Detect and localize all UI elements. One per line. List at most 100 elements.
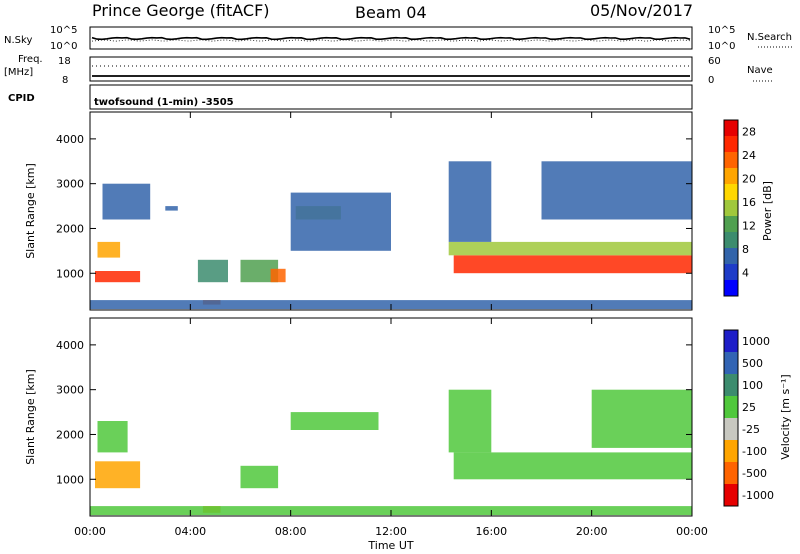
freq-panel bbox=[89, 56, 693, 82]
power-colorbar-segment bbox=[724, 184, 738, 201]
velocity-ytick-label: 3000 bbox=[56, 384, 84, 397]
power-ytick-label: 3000 bbox=[56, 178, 84, 191]
nsky-trace bbox=[91, 36, 691, 41]
velocity-colorbar-segment bbox=[724, 484, 738, 507]
power-colorbar-tick: 28 bbox=[742, 126, 756, 139]
freq-label-line2: [MHz] bbox=[4, 67, 33, 78]
power-colorbar-tick: 16 bbox=[742, 196, 756, 209]
cpid-label: CPID bbox=[8, 93, 35, 104]
nsearch-tick-bottom: 10^0 bbox=[708, 41, 735, 52]
power-region bbox=[165, 206, 178, 211]
cpid-panel bbox=[89, 84, 693, 110]
velocity-ytick-label: 1000 bbox=[56, 473, 84, 486]
x-tick-label: 08:00 bbox=[275, 525, 307, 538]
velocity-colorbar-tick: -25 bbox=[742, 423, 760, 436]
power-colorbar-segment bbox=[724, 248, 738, 265]
power-colorbar-tick: 24 bbox=[742, 149, 756, 162]
nsky-tick-top: 10^5 bbox=[50, 25, 77, 36]
velocity-colorbar-segment bbox=[724, 374, 738, 397]
nsky-tick-bottom: 10^0 bbox=[50, 41, 77, 52]
power-colorbar-tick: 4 bbox=[742, 267, 749, 280]
freq-tick-bottom: 8 bbox=[62, 75, 68, 86]
velocity-colorbar-segment bbox=[724, 330, 738, 353]
power-region bbox=[95, 271, 141, 283]
power-colorbar-segment bbox=[724, 280, 738, 297]
velocity-colorbar-segment bbox=[724, 352, 738, 375]
velocity-colorbar-tick: -1000 bbox=[742, 489, 774, 502]
power-colorbar-segment bbox=[724, 136, 738, 153]
velocity-region bbox=[448, 389, 492, 453]
power-colorbar-segment bbox=[724, 264, 738, 281]
nsearch-label: N.Search bbox=[747, 32, 792, 43]
power-colorbar-label: Power [dB] bbox=[761, 181, 774, 241]
velocity-colorbar-segment bbox=[724, 418, 738, 441]
velocity-colorbar-tick: 500 bbox=[742, 357, 763, 370]
x-tick-label: 16:00 bbox=[475, 525, 507, 538]
freq-tick-top: 18 bbox=[58, 56, 71, 67]
power-colorbar-segment bbox=[724, 120, 738, 137]
velocity-region bbox=[97, 421, 128, 453]
power-ytick-label: 2000 bbox=[56, 222, 84, 235]
velocity-colorbar-tick: 100 bbox=[742, 379, 763, 392]
velocity-colorbar-segment bbox=[724, 440, 738, 463]
power-colorbar-frame bbox=[723, 119, 739, 297]
power-colorbar-segment bbox=[724, 168, 738, 185]
velocity-colorbar-segment bbox=[724, 396, 738, 419]
velocity-region bbox=[591, 389, 692, 448]
velocity-colorbar-tick: -500 bbox=[742, 467, 767, 480]
power-region bbox=[240, 259, 279, 283]
power-region bbox=[102, 183, 151, 220]
power-ytick-label: 4000 bbox=[56, 133, 84, 146]
power-colorbar-segment bbox=[724, 216, 738, 233]
cpid-text: twofsound (1-min) -3505 bbox=[94, 97, 234, 108]
x-tick-label: 00:00 bbox=[74, 525, 106, 538]
power-region bbox=[453, 255, 692, 274]
power-colorbar-segment bbox=[724, 152, 738, 169]
velocity-ytick-label: 4000 bbox=[56, 339, 84, 352]
power-region bbox=[290, 192, 391, 251]
power-colorbar-tick: 20 bbox=[742, 173, 756, 186]
date-title: 05/Nov/2017 bbox=[590, 1, 693, 20]
nave-tick-top: 60 bbox=[708, 56, 721, 67]
nave-label: Nave bbox=[747, 65, 773, 76]
power-heatmap bbox=[90, 161, 692, 310]
power-ytick-label: 1000 bbox=[56, 267, 84, 280]
velocity-ytick-label: 2000 bbox=[56, 428, 84, 441]
power-region bbox=[448, 161, 492, 242]
velocity-heatmap bbox=[90, 389, 692, 516]
nave-tick-bottom: 0 bbox=[708, 75, 714, 86]
velocity-colorbar-label: Velocity [m s⁻¹] bbox=[779, 374, 792, 459]
power-region bbox=[197, 259, 228, 283]
velocity-region bbox=[240, 465, 279, 489]
power-colorbar-tick: 8 bbox=[742, 243, 749, 256]
x-tick-label: 04:00 bbox=[174, 525, 206, 538]
x-tick-label: 12:00 bbox=[375, 525, 407, 538]
nsky-label: N.Sky bbox=[4, 35, 32, 46]
x-tick-label: 20:00 bbox=[576, 525, 608, 538]
beam-title: Beam 04 bbox=[355, 3, 427, 22]
velocity-region bbox=[290, 412, 379, 430]
power-region bbox=[270, 268, 286, 283]
power-region bbox=[97, 241, 121, 258]
power-ylabel: Slant Range [km] bbox=[24, 163, 37, 259]
velocity-ylabel: Slant Range [km] bbox=[24, 369, 37, 465]
nsky-panel bbox=[89, 26, 693, 50]
freq-label-line1: Freq. bbox=[18, 54, 43, 65]
nsearch-trace bbox=[91, 39, 691, 42]
velocity-colorbar-tick: -100 bbox=[742, 445, 767, 458]
power-colorbar-segment bbox=[724, 232, 738, 249]
velocity-colorbar-frame bbox=[723, 329, 739, 507]
power-colorbar-tick: 12 bbox=[742, 220, 756, 233]
power-colorbar-segment bbox=[724, 200, 738, 217]
x-tick-label: 00:00 bbox=[676, 525, 708, 538]
velocity-colorbar-tick: 1000 bbox=[742, 335, 770, 348]
x-axis-label: Time UT bbox=[367, 539, 413, 552]
power-region bbox=[448, 241, 692, 256]
velocity-region bbox=[453, 452, 692, 480]
station-title: Prince George (fitACF) bbox=[92, 1, 270, 20]
power-region bbox=[541, 161, 692, 220]
velocity-colorbar-tick: 25 bbox=[742, 401, 756, 414]
nsearch-tick-top: 10^5 bbox=[708, 25, 735, 36]
velocity-colorbar-segment bbox=[724, 462, 738, 485]
